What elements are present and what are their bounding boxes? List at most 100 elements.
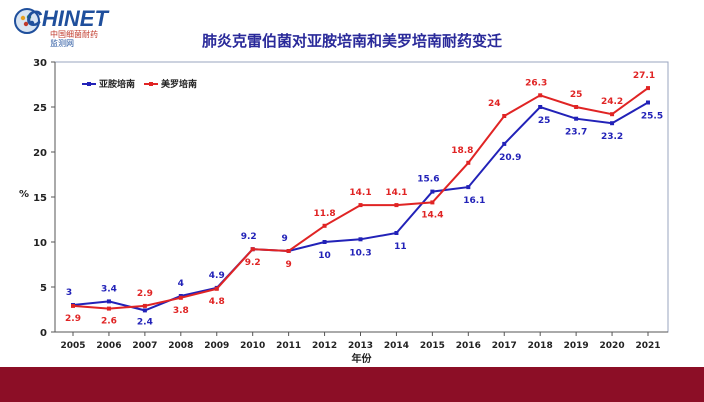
x-tick-label: 2016 <box>456 341 481 351</box>
data-label: 10.3 <box>349 248 371 258</box>
y-tick-label: 5 <box>40 283 47 294</box>
data-point <box>610 121 615 126</box>
data-point <box>250 247 255 252</box>
data-label: 9.2 <box>245 258 261 268</box>
data-point <box>394 231 399 235</box>
x-tick-label: 2009 <box>204 341 229 351</box>
data-label: 3.4 <box>101 284 117 294</box>
data-label: 4.9 <box>209 271 225 281</box>
logo-subtitle: 中国细菌耐药 <box>50 30 98 39</box>
data-label: 14.4 <box>421 210 443 220</box>
x-tick-label: 2007 <box>132 341 157 351</box>
data-point <box>466 160 471 165</box>
x-tick-label: 2015 <box>420 341 445 351</box>
data-label: 15.6 <box>417 175 439 185</box>
data-point <box>502 114 507 118</box>
globe-icon <box>14 8 40 34</box>
data-label: 11.8 <box>313 209 335 219</box>
data-point <box>358 237 363 242</box>
legend-label: 美罗培南 <box>161 78 197 90</box>
data-label: 9.2 <box>241 232 257 242</box>
data-label: 25.5 <box>641 112 663 122</box>
data-point <box>538 105 543 109</box>
data-point <box>322 240 327 244</box>
x-tick-label: 2021 <box>635 341 660 351</box>
data-point <box>430 200 435 205</box>
data-point <box>142 308 147 313</box>
footer-bar <box>0 367 704 402</box>
data-point <box>430 189 435 194</box>
x-tick-label: 2005 <box>60 341 85 351</box>
series-line <box>72 87 649 310</box>
data-label: 27.1 <box>633 71 655 81</box>
x-tick-label: 2010 <box>240 341 265 351</box>
data-label: 25 <box>570 90 583 100</box>
data-label: 25 <box>538 116 551 126</box>
logo-wordmark: CHINET <box>26 6 108 31</box>
x-tick-label: 2018 <box>528 341 553 351</box>
data-label: 23.2 <box>601 132 623 142</box>
data-label: 3.8 <box>173 306 189 316</box>
legend-marker <box>149 82 153 86</box>
data-point <box>286 249 291 253</box>
data-point <box>178 295 183 300</box>
data-label: 20.9 <box>499 153 521 163</box>
chart-title: 肺炎克雷伯菌对亚胺培南和美罗培南耐药变迁 <box>201 32 502 50</box>
data-label: 3 <box>66 288 72 298</box>
x-tick-label: 2019 <box>564 341 589 351</box>
legend-label: 亚胺培南 <box>99 78 135 90</box>
chinet-logo: CHINET 中国细菌耐药 监测网 <box>12 6 120 50</box>
data-point <box>574 116 579 121</box>
data-point <box>106 306 111 311</box>
data-point <box>466 185 471 190</box>
x-tick-label: 2011 <box>276 341 301 351</box>
x-tick-label: 2017 <box>492 341 517 351</box>
data-label: 10 <box>318 251 331 261</box>
x-tick-label: 2008 <box>168 341 193 351</box>
data-point <box>106 299 111 304</box>
data-label: 23.7 <box>565 128 587 138</box>
data-label: 26.3 <box>525 78 547 88</box>
legend-marker <box>87 82 91 86</box>
data-label: 24.2 <box>601 97 623 107</box>
data-point <box>142 303 147 308</box>
logo-subtitle-2: 监测网 <box>50 39 74 48</box>
data-label: 4.8 <box>209 297 225 307</box>
data-label: 2.6 <box>101 317 117 327</box>
line-chart: 0 5 10 15 20 25 30% 2005 2006 2007 2008 2009 2010 201… <box>19 58 669 365</box>
x-tick-label: 2012 <box>312 341 337 351</box>
data-label: 16.1 <box>463 196 485 206</box>
data-label: 9 <box>281 234 287 244</box>
x-tick-label: 2014 <box>384 341 409 351</box>
y-tick-label: 25 <box>33 103 47 114</box>
data-point <box>538 93 543 98</box>
y-axis-label: % <box>19 189 29 200</box>
data-label: 24 <box>488 99 501 109</box>
data-point <box>610 112 615 117</box>
data-point <box>574 105 579 109</box>
y-tick-label: 10 <box>33 238 47 249</box>
data-point <box>322 223 327 228</box>
data-label: 14.1 <box>385 188 407 198</box>
data-point <box>646 100 650 105</box>
data-label: 18.8 <box>451 146 473 156</box>
data-point <box>502 141 507 146</box>
data-label: 2.4 <box>137 317 153 327</box>
data-label: 2.9 <box>137 289 153 299</box>
y-tick-label: 15 <box>33 193 47 204</box>
data-label: 4 <box>178 279 184 289</box>
x-tick-label: 2006 <box>96 341 121 351</box>
x-axis-label: 年份 <box>352 352 373 365</box>
x-tick-label: 2020 <box>600 341 625 351</box>
y-tick-label: 0 <box>40 328 47 339</box>
data-point <box>214 286 219 291</box>
x-tick-label: 2013 <box>348 341 373 351</box>
data-point <box>394 203 399 208</box>
y-tick-label: 20 <box>33 148 47 159</box>
data-label: 14.1 <box>349 188 371 198</box>
data-label: 2.9 <box>65 314 81 324</box>
data-point <box>71 303 75 308</box>
data-label: 9 <box>285 260 291 270</box>
data-point <box>646 86 650 91</box>
data-point <box>358 203 363 208</box>
